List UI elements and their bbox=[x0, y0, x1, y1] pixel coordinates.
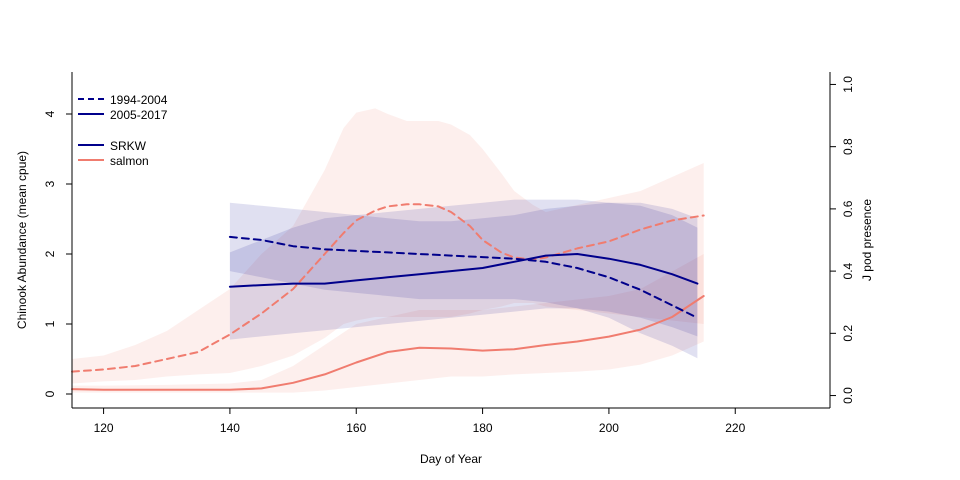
confidence-bands bbox=[72, 108, 704, 393]
y-tick-label: 4 bbox=[43, 110, 57, 117]
series-lines bbox=[71, 203, 705, 391]
y2-tick-label: 0.0 bbox=[841, 387, 855, 404]
y-tick-label: 0 bbox=[43, 390, 57, 397]
x-tick-label: 200 bbox=[599, 421, 619, 435]
legend-label-srkw: SRKW bbox=[110, 139, 147, 153]
y2-tick-label: 1.0 bbox=[841, 76, 855, 93]
y2-tick-label: 0.4 bbox=[841, 262, 855, 279]
band-srkw-1994-2004 bbox=[229, 202, 698, 359]
y-tick-label: 1 bbox=[43, 320, 57, 327]
x-axis-label: Day of Year bbox=[420, 452, 482, 466]
x-tick-label: 120 bbox=[94, 421, 114, 435]
axes: 120 140 160 180 200 220 0 1 2 3 4 0.0 0.2 0.4 0.6 0.8 1.… bbox=[43, 72, 855, 435]
legend-label-2005-2017: 2005-2017 bbox=[110, 108, 168, 122]
line-salmon-1994-2004 bbox=[71, 203, 705, 373]
y2-tick-label: 0.6 bbox=[841, 200, 855, 217]
band-salmon-1994-2004 bbox=[72, 108, 704, 384]
y2-tick-label: 0.8 bbox=[841, 138, 855, 155]
legend: 1994-2004 2005-2017 SRKW salmon bbox=[78, 93, 168, 168]
legend-label-salmon: salmon bbox=[110, 154, 149, 168]
line-srkw-2005-2017 bbox=[228, 253, 699, 288]
line-srkw-1994-2004 bbox=[228, 235, 699, 319]
band-salmon-2005-2017 bbox=[72, 254, 704, 393]
y2-axis-label: J pod presence bbox=[860, 199, 874, 281]
y-axis-label: Chinook Abundance (mean cpue) bbox=[15, 151, 29, 329]
y2-tick-label: 0.2 bbox=[841, 325, 855, 342]
x-tick-label: 160 bbox=[346, 421, 366, 435]
y-tick-label: 3 bbox=[43, 180, 57, 187]
x-tick-label: 140 bbox=[220, 421, 240, 435]
line-salmon-2005-2017 bbox=[71, 295, 705, 391]
legend-label-1994-2004: 1994-2004 bbox=[110, 93, 168, 107]
x-tick-label: 220 bbox=[725, 421, 745, 435]
y-tick-label: 2 bbox=[43, 250, 57, 257]
x-tick-label: 180 bbox=[473, 421, 493, 435]
